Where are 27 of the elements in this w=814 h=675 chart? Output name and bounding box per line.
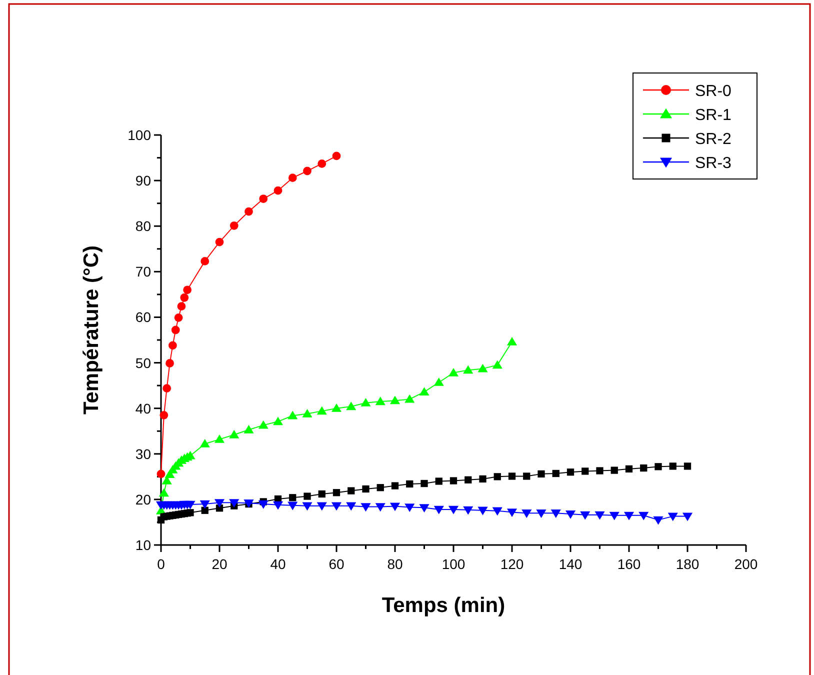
legend-label: SR-2 xyxy=(695,131,732,148)
y-tick-label: 30 xyxy=(135,446,152,462)
x-tick-label: 60 xyxy=(328,556,344,572)
legend-label: SR-0 xyxy=(695,83,732,100)
y-tick-label: 70 xyxy=(135,264,152,280)
x-tick-label: 100 xyxy=(442,556,466,572)
y-tick-label: 10 xyxy=(135,537,152,553)
x-tick-label: 200 xyxy=(734,556,758,572)
y-tick-label: 100 xyxy=(128,127,152,143)
x-axis-title: Temps (min) xyxy=(382,594,506,617)
x-tick-label: 120 xyxy=(500,556,524,572)
legend-label: SR-3 xyxy=(695,155,732,172)
x-tick-label: 0 xyxy=(157,556,166,572)
y-tick-label: 20 xyxy=(135,491,152,508)
x-tick-label: 180 xyxy=(676,556,700,572)
y-tick-label: 90 xyxy=(135,172,152,189)
x-tick-label: 160 xyxy=(617,556,641,572)
x-tick-label: 20 xyxy=(212,556,228,572)
y-tick-label: 80 xyxy=(135,218,152,234)
x-tick-label: 40 xyxy=(270,556,286,572)
x-tick-label: 80 xyxy=(387,556,403,572)
y-tick-label: 50 xyxy=(135,354,152,371)
y-tick-label: 60 xyxy=(135,309,152,326)
legend-label: SR-1 xyxy=(695,107,732,124)
x-tick-label: 140 xyxy=(558,556,582,572)
y-tick-label: 40 xyxy=(135,400,152,416)
y-axis-title: Température (°C) xyxy=(80,245,103,415)
